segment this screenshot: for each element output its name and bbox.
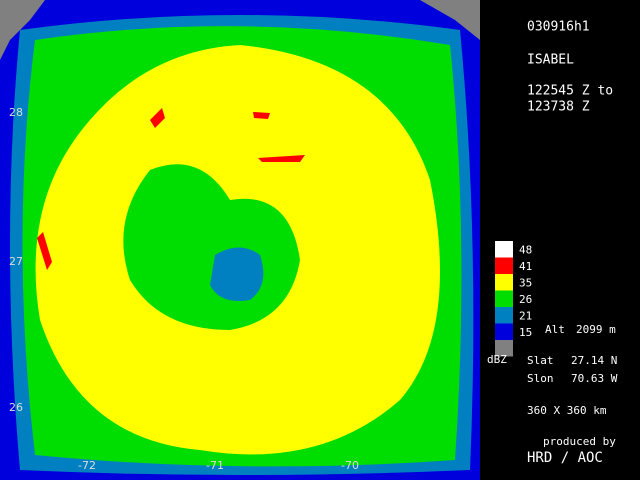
lon-label: -72 [78, 459, 96, 472]
lat-label: 26 [9, 401, 23, 414]
no-data-area [0, 0, 45, 60]
lat-label: 28 [9, 106, 23, 119]
flight-id: 030916h1 [527, 20, 590, 35]
legend-swatch [495, 290, 513, 307]
echo-41 [253, 112, 270, 119]
echo-41 [258, 155, 305, 162]
lon-label: -71 [206, 459, 224, 472]
legend-label: 48 [519, 243, 532, 256]
slat-label: Slat [527, 354, 554, 367]
credit-line: produced by [543, 435, 616, 448]
time-end: 123738 Z [527, 100, 590, 115]
legend-swatch [495, 323, 513, 340]
legend-swatch [495, 257, 513, 274]
extent: 360 X 360 km [527, 404, 607, 417]
eye [210, 247, 264, 301]
legend-label: 26 [519, 293, 532, 306]
legend-label: 21 [519, 309, 532, 322]
legend-label: 41 [519, 260, 532, 273]
credit: HRD / AOC [527, 450, 603, 466]
time-start: 122545 Z to [527, 84, 613, 99]
slon-value: 70.63 W [571, 372, 618, 385]
radar-image [0, 0, 480, 480]
legend-swatch [495, 340, 513, 357]
echo-41 [150, 108, 165, 128]
legend-label: 35 [519, 276, 532, 289]
lat-label: 27 [9, 255, 23, 268]
info-panel [480, 0, 640, 480]
alt-label: Alt [545, 323, 565, 336]
echo-41 [37, 232, 52, 270]
legend-unit: dBZ [487, 353, 507, 366]
legend-swatch [495, 307, 513, 324]
legend-label: 15 [519, 326, 532, 339]
legend: 48 41 35 26 21 15 [495, 241, 532, 357]
legend-swatch [495, 241, 513, 258]
storm-name: ISABEL [527, 53, 574, 68]
legend-swatch [495, 274, 513, 291]
alt-value: 2099 m [576, 323, 616, 336]
lon-label: -70 [341, 459, 359, 472]
slat-value: 27.14 N [571, 354, 617, 367]
no-data-area [420, 0, 480, 40]
slon-label: Slon [527, 372, 554, 385]
